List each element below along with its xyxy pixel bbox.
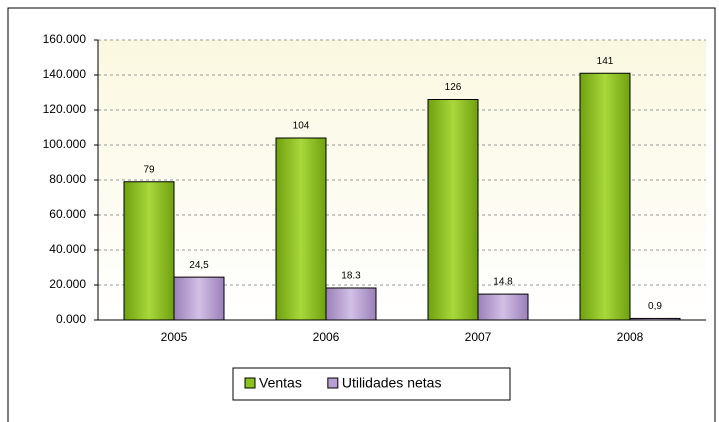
legend-label: Utilidades netas bbox=[342, 375, 442, 391]
data-label: 0,9 bbox=[648, 301, 662, 312]
y-tick-label: 160.000 bbox=[43, 32, 87, 46]
bar bbox=[427, 99, 479, 321]
y-tick-label: 20.000 bbox=[49, 277, 86, 291]
data-label: 79 bbox=[143, 164, 155, 175]
bar bbox=[477, 293, 529, 321]
y-tick-label: 0.000 bbox=[56, 312, 86, 326]
x-tick-label: 2005 bbox=[161, 330, 188, 344]
bar bbox=[275, 137, 327, 321]
y-tick-label: 80.000 bbox=[49, 172, 86, 186]
x-tick-label: 2007 bbox=[465, 330, 492, 344]
data-label: 141 bbox=[597, 56, 614, 67]
data-label: 18.3 bbox=[341, 271, 361, 282]
legend-swatch bbox=[244, 377, 256, 389]
legend-box bbox=[232, 367, 511, 401]
y-tick-label: 140.000 bbox=[43, 67, 87, 81]
data-label: 104 bbox=[293, 121, 310, 132]
bar bbox=[173, 276, 225, 321]
data-label: 126 bbox=[445, 82, 462, 93]
data-label: 24,5 bbox=[189, 260, 209, 271]
y-tick-label: 60.000 bbox=[49, 207, 86, 221]
legend-label: Ventas bbox=[259, 375, 302, 391]
y-tick-label: 100.000 bbox=[43, 137, 87, 151]
y-tick-label: 120.000 bbox=[43, 102, 87, 116]
x-tick-label: 2006 bbox=[313, 330, 340, 344]
x-tick-label: 2008 bbox=[617, 330, 644, 344]
bar bbox=[629, 317, 681, 321]
y-tick-label: 40.000 bbox=[49, 242, 86, 256]
bar bbox=[579, 72, 631, 321]
bar bbox=[325, 287, 377, 321]
bar bbox=[123, 181, 175, 321]
chart-border bbox=[7, 7, 716, 422]
data-label: 14.8 bbox=[493, 277, 513, 288]
legend-swatch bbox=[327, 377, 339, 389]
